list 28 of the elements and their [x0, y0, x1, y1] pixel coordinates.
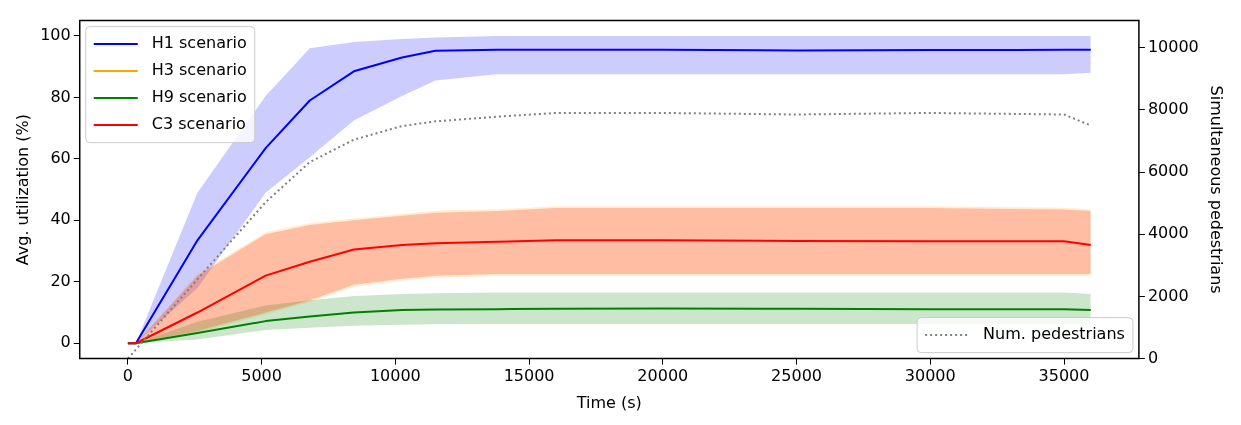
y-tick-label: 80: [50, 86, 71, 106]
x-axis-title: Time (s): [575, 392, 642, 412]
y-tick-label: 0: [60, 332, 71, 352]
y2-tick-label: 10000: [1147, 36, 1199, 56]
x-tick-label: 15000: [503, 366, 555, 386]
legend-label: H1 scenario: [151, 33, 247, 53]
x-tick-label: 25000: [771, 366, 822, 386]
y2-tick-label: 8000: [1147, 99, 1189, 118]
x-tick-label: 35000: [1038, 366, 1090, 386]
x-tick-label: 30000: [904, 366, 956, 386]
y2-tick-label: 0: [1147, 347, 1159, 367]
x-tick-label: 5000: [241, 366, 282, 386]
legend-label: C3 scenario: [151, 114, 246, 134]
x-tick-label: 10000: [369, 366, 421, 386]
y2-tick-label: 2000: [1147, 285, 1189, 305]
y-tick-label: 20: [50, 270, 71, 290]
legend-label: H3 scenario: [151, 60, 247, 80]
y-tick-label: 60: [50, 148, 71, 168]
x-tick-label: 20000: [637, 366, 689, 386]
legend-label: Num. pedestrians: [983, 324, 1125, 344]
y2-tick-label: 4000: [1147, 223, 1189, 243]
y2-axis-title: Simultaneous pedestrians: [1207, 85, 1227, 294]
legend-label: H9 scenario: [151, 87, 247, 107]
y2-tick-label: 6000: [1147, 161, 1189, 181]
x-tick-label: 0: [122, 366, 133, 386]
y-axis-title: Avg. utilization (%): [12, 114, 32, 266]
y-tick-label: 100: [40, 25, 71, 45]
y-tick-label: 40: [50, 209, 71, 229]
